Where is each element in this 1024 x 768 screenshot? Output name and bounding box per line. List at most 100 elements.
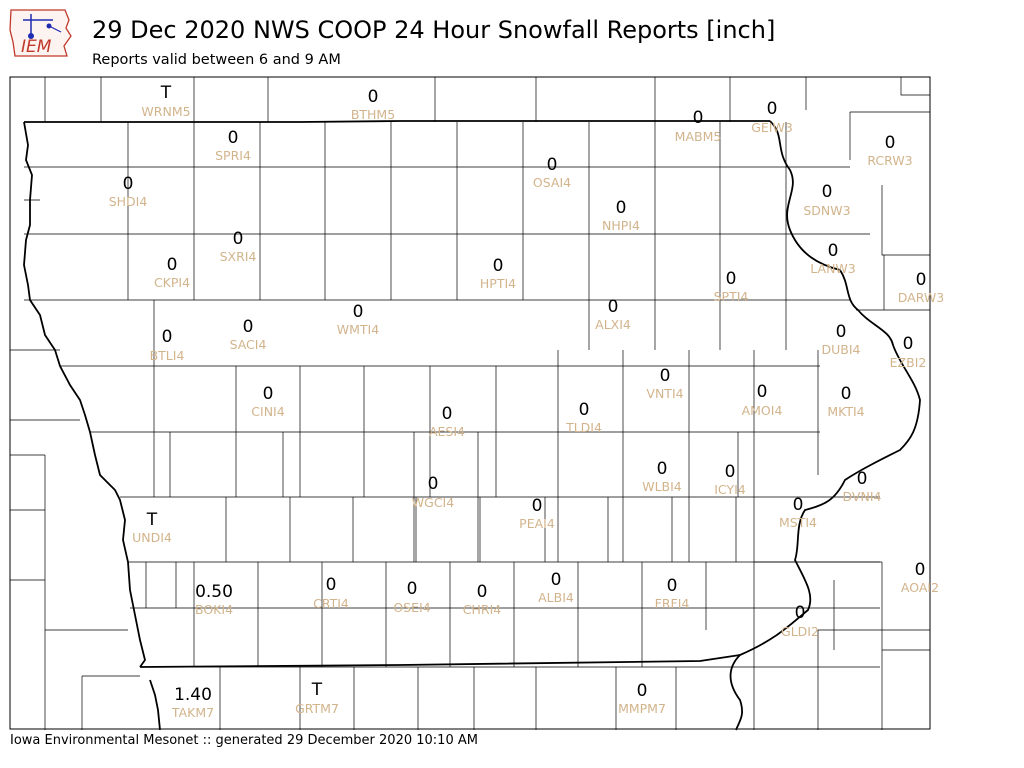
station-value-wgci4: 0 <box>428 474 439 494</box>
station-value-frfi4: 0 <box>667 576 678 596</box>
station-value-osei4: 0 <box>407 579 418 599</box>
station-label-geiw3: GEIW3 <box>751 120 793 135</box>
station-label-gldi2: GLDI2 <box>781 624 819 639</box>
station-label-mabm5: MABM5 <box>675 129 722 144</box>
state-borders <box>23 120 921 731</box>
station-label-spti4: SPTI4 <box>714 289 749 304</box>
station-label-osai4: OSAI4 <box>533 175 571 190</box>
station-value-amoi4: 0 <box>757 382 768 402</box>
station-label-sdnw3: SDNW3 <box>803 203 850 218</box>
iem-logo: IEM <box>9 6 73 60</box>
station-value-msti4: 0 <box>793 495 804 515</box>
station-value-mabm5: 0 <box>693 108 704 128</box>
station-label-mmpm7: MMPM7 <box>618 701 666 716</box>
station-label-wlbi4: WLBI4 <box>642 479 682 494</box>
station-value-crti4: 0 <box>326 575 337 595</box>
station-value-vnti4: 0 <box>660 366 671 386</box>
station-label-albi4: ALBI4 <box>538 590 574 605</box>
station-value-cini4: 0 <box>263 384 274 404</box>
station-label-rcrw3: RCRW3 <box>867 153 912 168</box>
station-label-boki4: BOKI4 <box>195 602 233 617</box>
station-value-grtm7: T <box>311 680 323 700</box>
station-value-btli4: 0 <box>162 327 173 347</box>
station-label-mkti4: MKTI4 <box>827 404 864 419</box>
station-value-rcrw3: 0 <box>885 133 896 153</box>
station-label-osei4: OSEI4 <box>393 600 430 615</box>
station-label-nhpi4: NHPI4 <box>602 218 640 233</box>
station-label-ckpi4: CKPI4 <box>154 275 190 290</box>
station-value-ezbi2: 0 <box>903 334 914 354</box>
station-label-icyi4: ICYI4 <box>714 482 746 497</box>
station-value-mkti4: 0 <box>841 384 852 404</box>
station-label-peai4: PEAI4 <box>519 516 555 531</box>
station-label-dvni4: DVNI4 <box>843 489 882 504</box>
station-value-aoai2: 0 <box>915 560 926 580</box>
station-value-gldi2: 0 <box>795 603 806 623</box>
station-label-msti4: MSTI4 <box>779 515 817 530</box>
station-value-spti4: 0 <box>726 269 737 289</box>
station-value-alxi4: 0 <box>608 297 619 317</box>
station-value-hpti4: 0 <box>493 256 504 276</box>
footer-credit: Iowa Environmental Mesonet :: generated … <box>10 733 478 748</box>
station-value-ckpi4: 0 <box>167 255 178 275</box>
station-label-spri4: SPRI4 <box>215 148 251 163</box>
station-label-cini4: CINI4 <box>251 404 284 419</box>
map-subtitle: Reports valid between 6 and 9 AM <box>92 52 341 68</box>
station-value-dubi4: 0 <box>836 322 847 342</box>
station-label-dubi4: DUBI4 <box>822 342 861 357</box>
station-value-mmpm7: 0 <box>637 681 648 701</box>
station-label-undi4: UNDI4 <box>132 530 172 545</box>
county-grid <box>9 76 931 730</box>
station-label-aoai2: AOAI2 <box>901 580 939 595</box>
station-value-geiw3: 0 <box>767 99 778 119</box>
station-value-albi4: 0 <box>551 570 562 590</box>
station-label-amoi4: AMOI4 <box>742 403 783 418</box>
station-label-bthm5: BTHM5 <box>351 107 395 122</box>
station-value-lanw3: 0 <box>828 241 839 261</box>
station-label-crti4: CRTI4 <box>313 596 349 611</box>
station-label-sxri4: SXRI4 <box>220 249 257 264</box>
map-title: 29 Dec 2020 NWS COOP 24 Hour Snowfall Re… <box>92 16 776 44</box>
station-value-darw3: 0 <box>916 270 927 290</box>
station-value-wmti4: 0 <box>353 302 364 322</box>
station-label-shdi4: SHDI4 <box>109 194 148 209</box>
station-value-aesi4: 0 <box>442 404 453 424</box>
station-value-peai4: 0 <box>532 496 543 516</box>
station-label-hpti4: HPTI4 <box>480 276 516 291</box>
station-label-vnti4: VNTI4 <box>646 386 683 401</box>
logo-text: IEM <box>21 37 52 57</box>
station-value-wrnm5: T <box>160 83 172 103</box>
station-value-saci4: 0 <box>243 317 254 337</box>
station-label-wrnm5: WRNM5 <box>141 104 190 119</box>
station-value-osai4: 0 <box>547 155 558 175</box>
station-value-icyi4: 0 <box>725 462 736 482</box>
station-label-lanw3: LANW3 <box>810 261 855 276</box>
station-value-spri4: 0 <box>228 128 239 148</box>
station-label-wmti4: WMTI4 <box>337 322 379 337</box>
station-label-grtm7: GRTM7 <box>295 701 339 716</box>
station-value-nhpi4: 0 <box>616 198 627 218</box>
station-label-aesi4: AESI4 <box>429 424 465 439</box>
station-label-ezbi2: EZBI2 <box>890 355 927 370</box>
station-value-wlbi4: 0 <box>657 459 668 479</box>
station-label-tldi4: TLDI4 <box>565 420 602 435</box>
station-label-btli4: BTLI4 <box>150 348 185 363</box>
station-label-alxi4: ALXI4 <box>595 317 631 332</box>
station-label-wgci4: WGCI4 <box>412 495 454 510</box>
station-label-chri4: CHRI4 <box>463 602 501 617</box>
station-value-undi4: T <box>146 510 158 530</box>
station-label-frfi4: FRFI4 <box>655 596 690 611</box>
station-value-takm7: 1.40 <box>174 685 212 705</box>
station-label-saci4: SACI4 <box>230 337 267 352</box>
station-value-chri4: 0 <box>477 582 488 602</box>
station-value-boki4: 0.50 <box>195 582 233 602</box>
station-value-bthm5: 0 <box>368 87 379 107</box>
station-label-takm7: TAKM7 <box>171 705 214 720</box>
station-value-tldi4: 0 <box>579 400 590 420</box>
station-label-darw3: DARW3 <box>898 290 944 305</box>
station-value-sdnw3: 0 <box>822 182 833 202</box>
station-value-dvni4: 0 <box>857 469 868 489</box>
station-value-shdi4: 0 <box>123 174 134 194</box>
